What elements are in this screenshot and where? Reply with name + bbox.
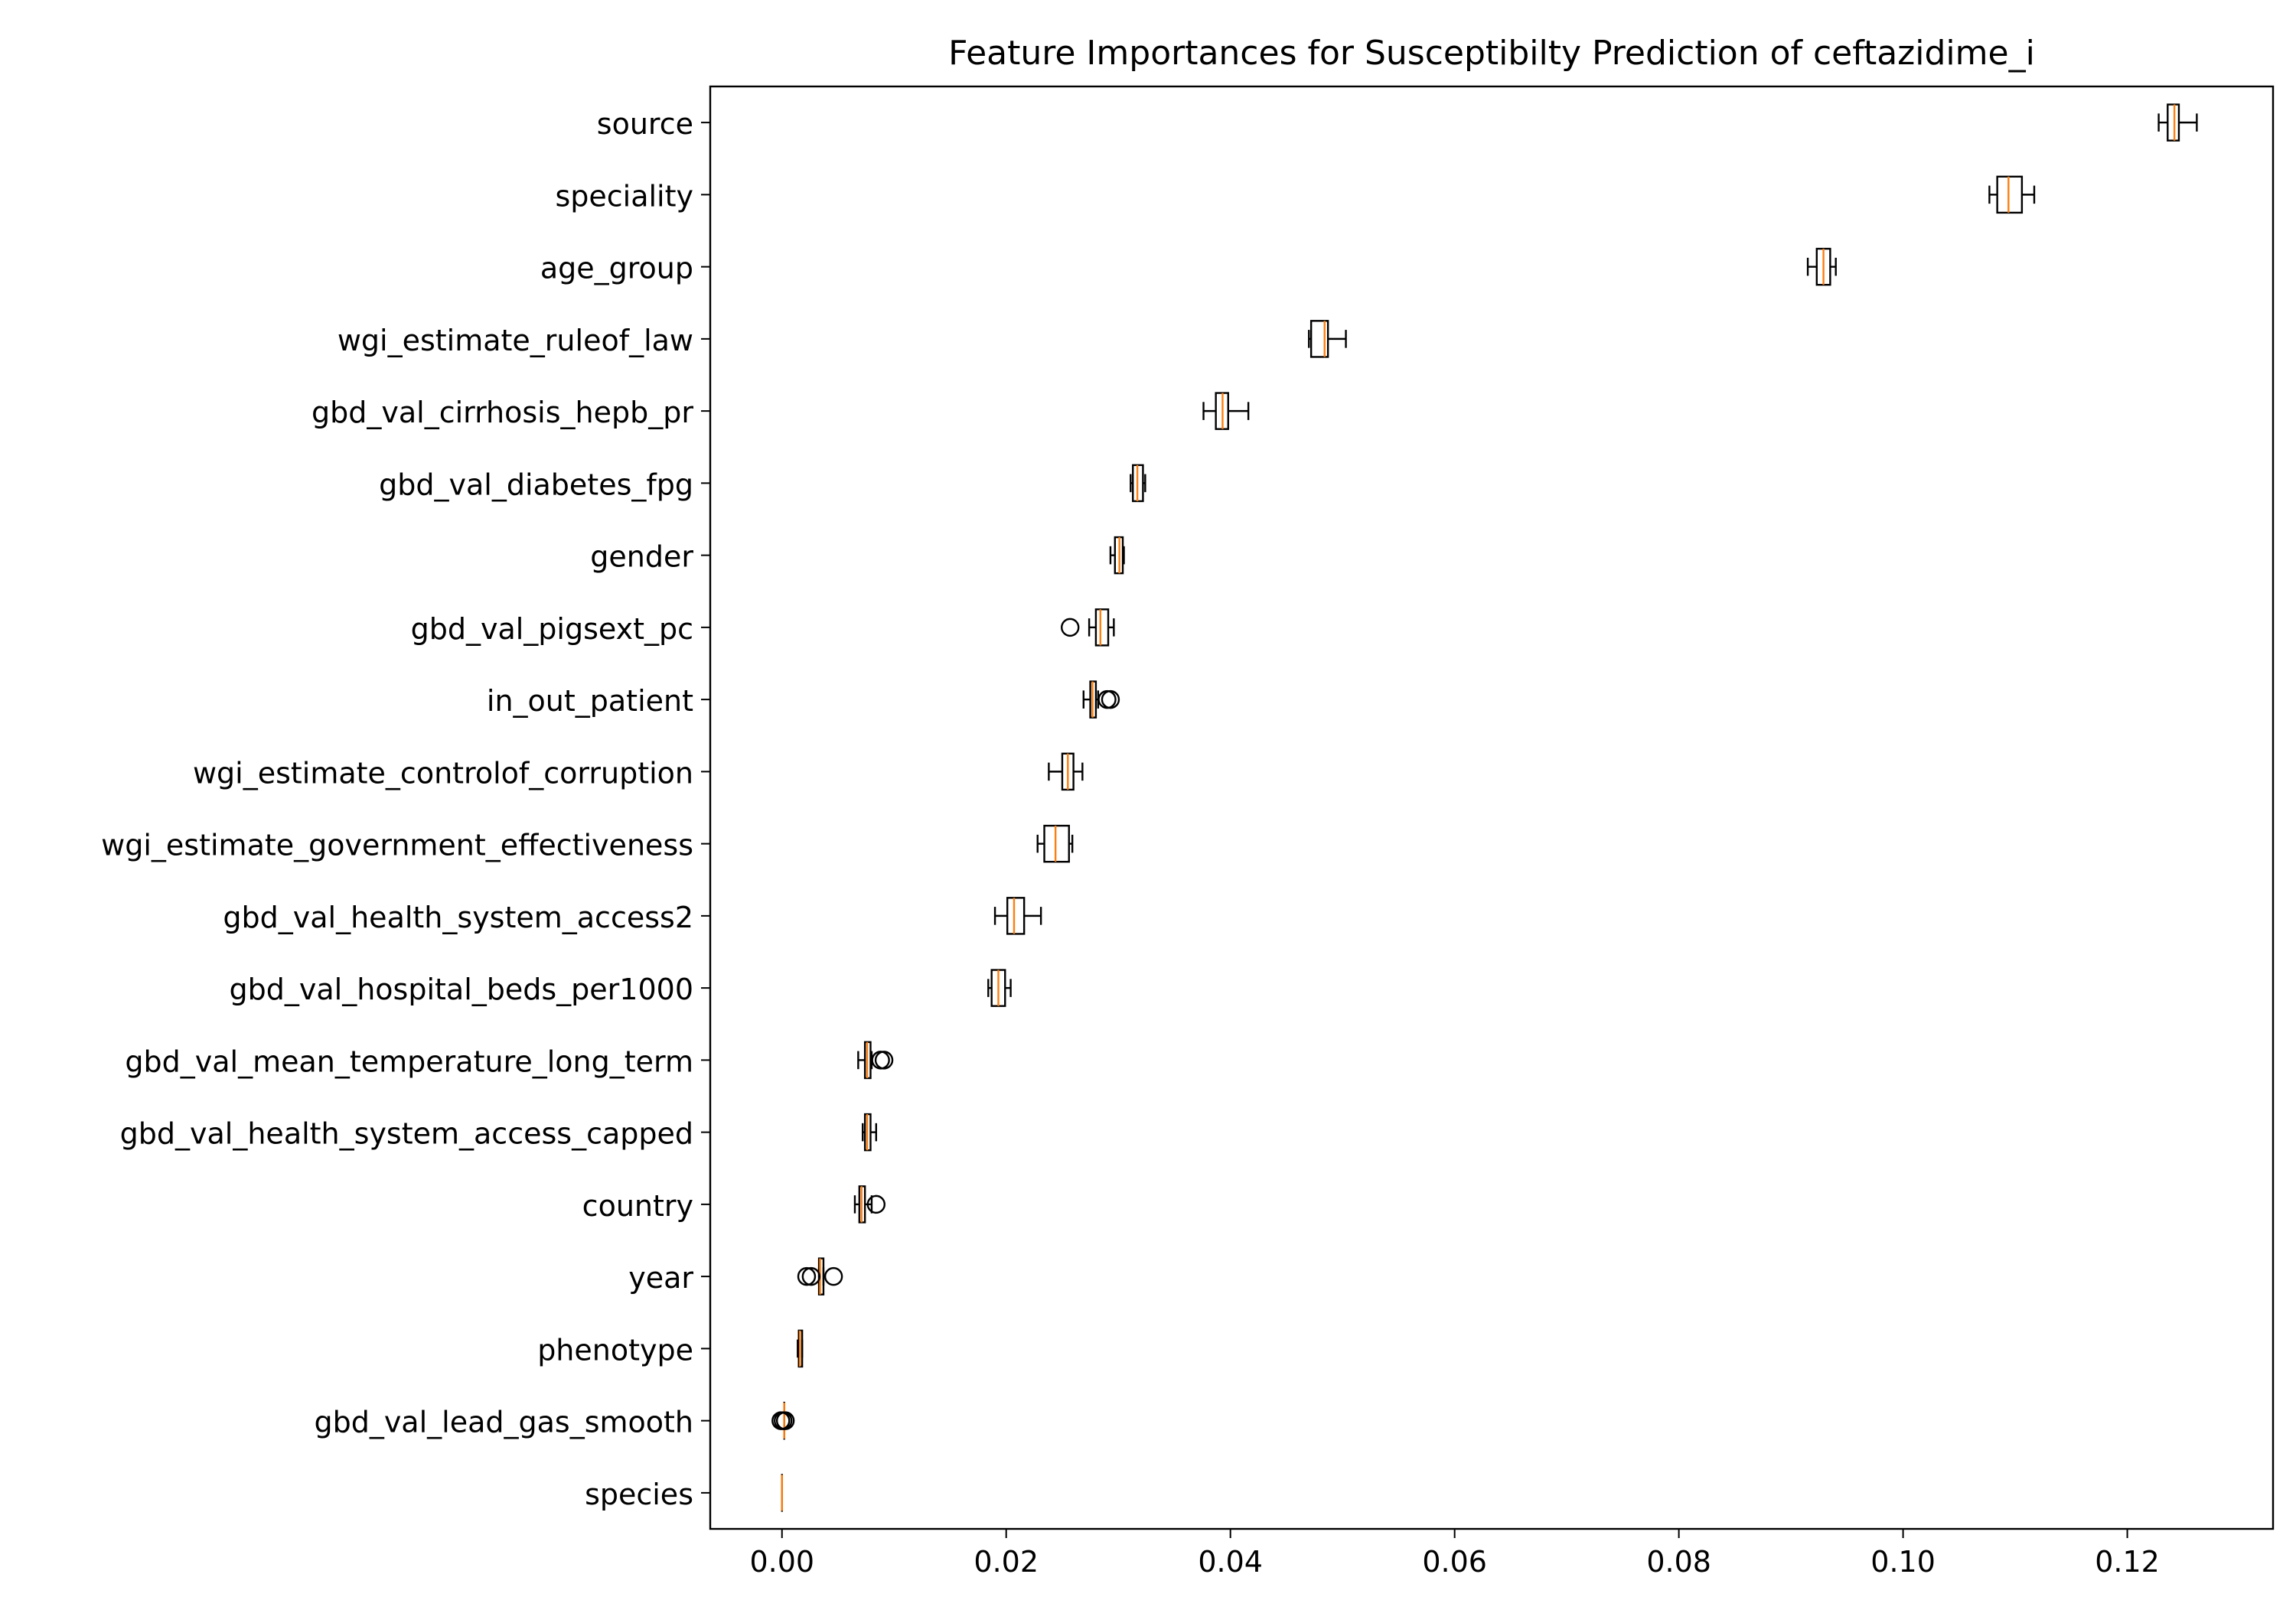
y-tick-label: gbd_val_health_system_access2 — [223, 901, 693, 934]
y-tick-label: gbd_val_pigsext_pc — [411, 612, 693, 646]
x-tick-label: 0.00 — [749, 1545, 814, 1579]
box-gbd_val_cirrhosis_hepb_pr — [1204, 393, 1249, 429]
box-phenotype — [797, 1331, 802, 1367]
y-tick-label: gbd_val_health_system_access_capped — [120, 1117, 693, 1151]
box-iqr — [1998, 177, 2022, 213]
y-tick-label: gbd_val_cirrhosis_hepb_pr — [311, 396, 693, 429]
x-tick-label: 0.12 — [2095, 1545, 2160, 1579]
x-tick-label: 0.06 — [1422, 1545, 1487, 1579]
box-gender — [1110, 537, 1124, 573]
x-tick-label: 0.10 — [1870, 1545, 1936, 1579]
box-iqr — [2167, 105, 2179, 141]
y-tick-label: species — [585, 1478, 693, 1511]
y-tick-label: speciality — [555, 179, 693, 213]
x-tick-label: 0.02 — [974, 1545, 1039, 1579]
y-tick-label: wgi_estimate_controlof_corruption — [193, 756, 693, 790]
box-iqr — [1007, 898, 1024, 934]
y-tick-label: wgi_estimate_government_effectiveness — [101, 829, 693, 862]
box-year — [798, 1259, 842, 1295]
y-axis-ticks: source speciality age_group wgi_estimate_ru… — [101, 107, 710, 1511]
box-gbd_val_health_system_access2 — [995, 898, 1041, 934]
x-tick-label: 0.08 — [1646, 1545, 1711, 1579]
box-gbd_val_lead_gas_smooth — [772, 1403, 794, 1439]
outlier-point — [803, 1268, 820, 1285]
box-gbd_val_health_system_access_capped — [863, 1114, 876, 1150]
x-tick-label: 0.04 — [1198, 1545, 1263, 1579]
box-gbd_val_diabetes_fpg — [1130, 465, 1145, 501]
y-tick-label: gender — [590, 540, 693, 574]
y-tick-label: phenotype — [537, 1333, 693, 1367]
box-gbd_val_pigsext_pc — [1062, 609, 1114, 645]
box-iqr — [1096, 609, 1108, 645]
y-tick-label: year — [628, 1261, 693, 1295]
box-country — [855, 1186, 885, 1222]
y-tick-label: in_out_patient — [487, 684, 693, 718]
y-tick-label: country — [582, 1189, 693, 1223]
box-gbd_val_hospital_beds_per1000 — [988, 970, 1010, 1006]
y-tick-label: wgi_estimate_ruleof_law — [338, 324, 693, 357]
y-tick-label: source — [597, 107, 693, 141]
chart-title: Feature Importances for Susceptibilty Pr… — [948, 34, 2035, 73]
plot-area-frame — [710, 86, 2273, 1529]
outlier-point — [798, 1268, 815, 1285]
box-in_out_patient — [1084, 682, 1119, 718]
y-tick-label: gbd_val_mean_temperature_long_term — [125, 1045, 693, 1078]
outlier-point — [1062, 619, 1078, 636]
box-speciality — [1989, 177, 2034, 213]
box-iqr — [1045, 826, 1069, 862]
x-axis-ticks: 0.00 0.02 0.04 0.06 0.08 0.10 0.12 — [749, 1529, 2159, 1579]
y-tick-label: age_group — [540, 252, 693, 285]
box-source — [2159, 105, 2197, 141]
box-wgi_estimate_controlof_corruption — [1049, 754, 1082, 790]
y-tick-label: gbd_val_hospital_beds_per1000 — [230, 973, 694, 1006]
y-tick-label: gbd_val_lead_gas_smooth — [314, 1406, 693, 1439]
boxes-layer — [772, 105, 2197, 1511]
outlier-point — [825, 1268, 842, 1285]
y-tick-label: gbd_val_diabetes_fpg — [379, 468, 693, 501]
box-wgi_estimate_government_effectiveness — [1038, 826, 1072, 862]
box-gbd_val_mean_temperature_long_term — [858, 1042, 892, 1078]
box-wgi_estimate_ruleof_law — [1309, 321, 1345, 357]
box-age_group — [1808, 249, 1836, 285]
